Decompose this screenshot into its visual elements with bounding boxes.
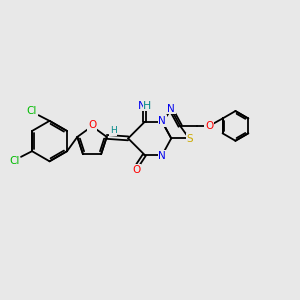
Text: Cl: Cl <box>9 156 20 166</box>
Text: N: N <box>158 116 166 126</box>
Text: Cl: Cl <box>26 106 37 116</box>
Text: H: H <box>143 101 152 111</box>
Text: S: S <box>187 134 193 144</box>
Text: O: O <box>205 121 213 131</box>
Text: N: N <box>158 151 166 160</box>
Text: O: O <box>132 165 141 175</box>
Text: H: H <box>110 126 117 135</box>
Text: O: O <box>88 120 96 130</box>
Text: N: N <box>137 101 146 111</box>
Text: N: N <box>167 104 175 114</box>
